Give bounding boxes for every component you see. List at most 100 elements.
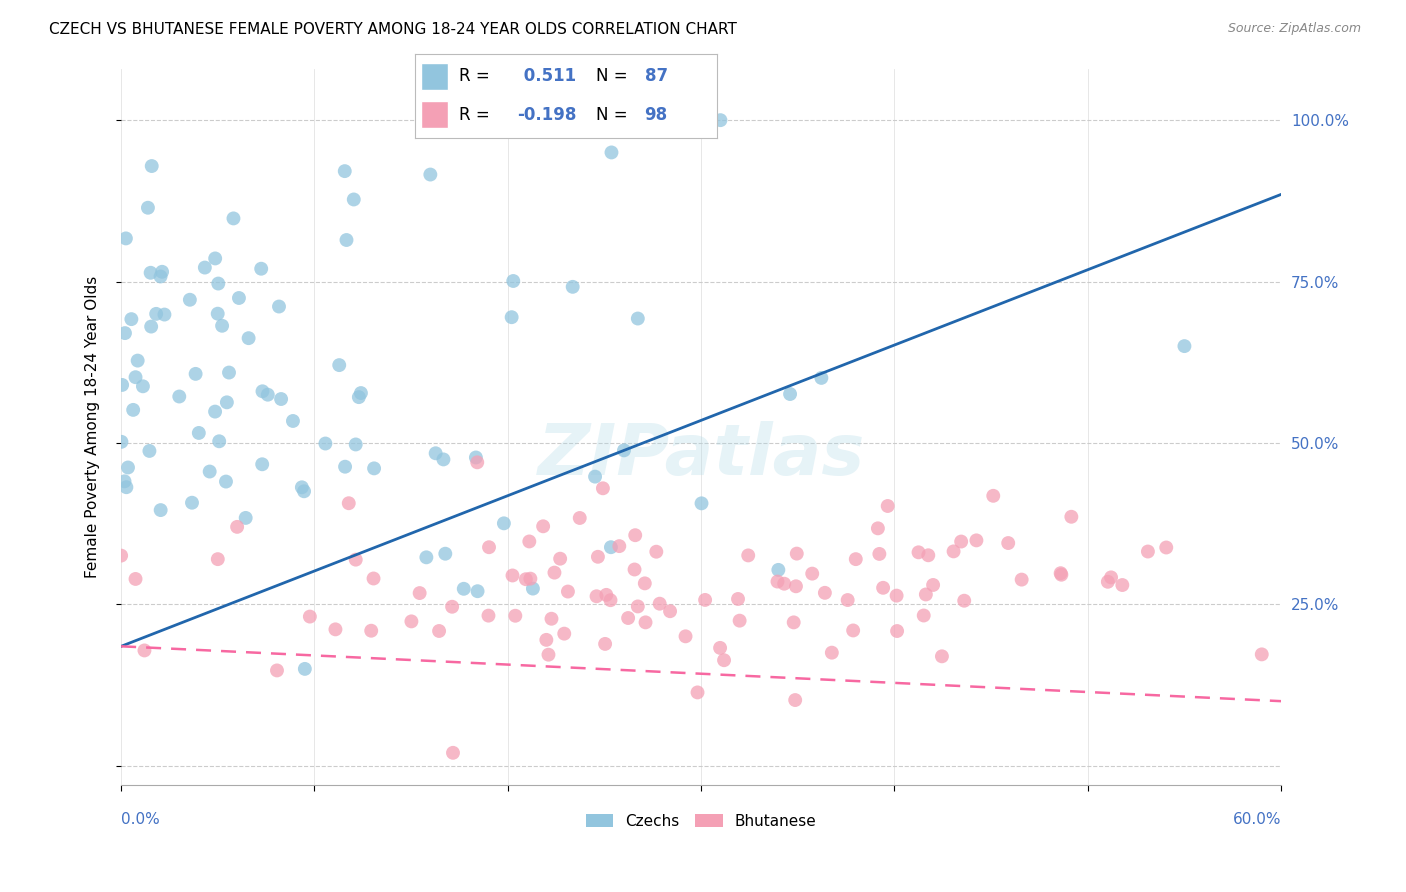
Point — [522, 582, 544, 596]
Point — [634, 615, 657, 630]
Point — [773, 576, 796, 591]
Point — [543, 566, 565, 580]
Point — [333, 459, 356, 474]
Point — [169, 390, 191, 404]
Point — [1099, 570, 1122, 584]
Point — [198, 465, 221, 479]
Point — [294, 662, 316, 676]
Point — [583, 469, 606, 483]
Point — [363, 461, 385, 475]
Point — [502, 274, 524, 288]
Point — [477, 608, 499, 623]
Point — [557, 584, 579, 599]
Point — [250, 457, 273, 471]
Point — [350, 386, 373, 401]
Point — [238, 331, 260, 345]
FancyBboxPatch shape — [420, 62, 449, 90]
Point — [204, 252, 226, 266]
Point — [207, 552, 229, 566]
Point — [872, 581, 894, 595]
Point — [675, 629, 697, 643]
Point — [785, 693, 807, 707]
Point — [842, 624, 865, 638]
Text: CZECH VS BHUTANESE FEMALE POVERTY AMONG 18-24 YEAR OLDS CORRELATION CHART: CZECH VS BHUTANESE FEMALE POVERTY AMONG … — [49, 22, 737, 37]
Point — [814, 586, 837, 600]
Point — [634, 576, 657, 591]
Point — [122, 403, 145, 417]
Point — [548, 551, 571, 566]
Point — [519, 572, 541, 586]
Point — [709, 640, 731, 655]
Point — [467, 584, 489, 599]
Point — [110, 549, 132, 563]
Point — [686, 685, 709, 699]
Point — [333, 164, 356, 178]
Point — [115, 480, 138, 494]
Point — [1050, 567, 1073, 582]
Point — [623, 562, 645, 576]
Text: -0.198: -0.198 — [517, 106, 576, 124]
Point — [187, 425, 209, 440]
Point — [344, 552, 367, 566]
Point — [432, 452, 454, 467]
Point — [145, 307, 167, 321]
Point — [907, 545, 929, 559]
Point — [228, 291, 250, 305]
Point — [141, 159, 163, 173]
Point — [434, 547, 457, 561]
Point — [120, 312, 142, 326]
Point — [267, 300, 290, 314]
Point — [553, 626, 575, 640]
Point — [876, 499, 898, 513]
Point — [291, 480, 314, 494]
Point — [124, 572, 146, 586]
Text: R =: R = — [458, 68, 489, 86]
Point — [347, 390, 370, 404]
Point — [931, 649, 953, 664]
Text: 87: 87 — [644, 68, 668, 86]
Point — [453, 582, 475, 596]
Point — [645, 545, 668, 559]
Point — [266, 664, 288, 678]
Text: Source: ZipAtlas.com: Source: ZipAtlas.com — [1227, 22, 1361, 36]
Point — [1060, 509, 1083, 524]
Point — [627, 311, 650, 326]
Point — [1154, 541, 1177, 555]
Point — [737, 549, 759, 563]
Point — [343, 193, 366, 207]
Point — [127, 353, 149, 368]
Point — [845, 552, 868, 566]
Text: 98: 98 — [644, 106, 668, 124]
Point — [211, 318, 233, 333]
Point — [695, 593, 717, 607]
Point — [408, 586, 430, 600]
Point — [136, 201, 159, 215]
Point — [134, 643, 156, 657]
Point — [115, 231, 138, 245]
Point — [779, 387, 801, 401]
Point — [801, 566, 824, 581]
Point — [132, 379, 155, 393]
Point — [922, 578, 945, 592]
Point — [111, 378, 134, 392]
Point — [335, 233, 357, 247]
Point — [215, 475, 238, 489]
Point — [222, 211, 245, 226]
Point — [363, 572, 385, 586]
Point — [292, 484, 315, 499]
Point — [585, 589, 607, 603]
Point — [141, 319, 163, 334]
Text: R =: R = — [458, 106, 489, 124]
Point — [981, 489, 1004, 503]
Point — [501, 310, 523, 325]
Point — [270, 392, 292, 406]
Point — [441, 599, 464, 614]
Point — [821, 646, 844, 660]
Point — [215, 395, 238, 409]
Point — [344, 437, 367, 451]
Point — [627, 599, 650, 614]
Y-axis label: Female Poverty Among 18-24 Year Olds: Female Poverty Among 18-24 Year Olds — [86, 276, 100, 578]
Point — [150, 265, 173, 279]
Point — [204, 404, 226, 418]
Point — [942, 544, 965, 558]
